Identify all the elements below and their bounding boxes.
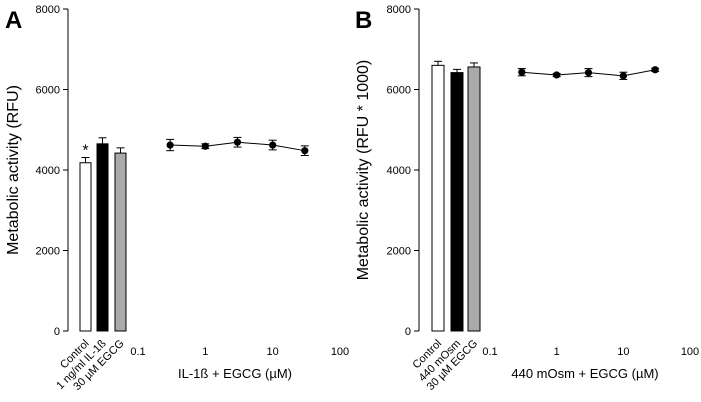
data-point [651, 66, 659, 74]
y-tick-label: 8000 [387, 4, 411, 16]
x-tick-label: 10 [617, 346, 629, 358]
panel-b: B 0 2000 4000 6000 8000 Metabolic activity (RF… [355, 4, 699, 393]
x-tick-label: 0.1 [482, 346, 497, 358]
bar [96, 143, 109, 332]
data-point [584, 68, 593, 77]
y-tick-label: 6000 [387, 85, 411, 97]
data-point [201, 142, 209, 150]
x-tick-label: 1 [554, 346, 560, 358]
y-axis-label: Metabolic activity (RFU * 1000) [355, 60, 372, 281]
bar [450, 72, 464, 332]
x-axis-label: 440 mOsm + EGCG (µM) [511, 366, 658, 381]
y-axis-label: Metabolic activity (RFU) [5, 85, 22, 255]
y-tick-label: 2000 [387, 246, 411, 258]
x-tick-label: 10 [267, 346, 279, 358]
panel-label: A [5, 7, 22, 34]
significance-asterisk: * [82, 143, 88, 160]
data-point [269, 141, 277, 149]
bar [431, 64, 445, 332]
bar [467, 66, 481, 332]
x-tick-label: 1 [202, 346, 208, 358]
x-tick-label: 100 [331, 346, 349, 358]
data-point [301, 147, 309, 155]
y-tick-label: 0 [54, 326, 60, 338]
data-point [619, 72, 627, 80]
y-tick-label: 6000 [36, 85, 60, 97]
panel-a: A 0 2000 4000 6000 8000 Metabolic activity (RF… [5, 4, 349, 393]
data-point [553, 71, 561, 79]
y-tick-label: 0 [405, 326, 411, 338]
y-tick-label: 2000 [36, 246, 60, 258]
x-tick-label: 100 [681, 346, 699, 358]
y-tick-label: 4000 [387, 165, 411, 177]
y-tick-label: 8000 [36, 4, 60, 16]
x-tick-label: 0.1 [130, 346, 145, 358]
bar [114, 152, 127, 332]
bar [79, 162, 92, 332]
data-point [233, 138, 242, 146]
x-axis-label: IL-1ß + EGCG (µM) [178, 366, 292, 381]
data-point [166, 141, 174, 149]
data-point [518, 68, 526, 76]
y-tick-label: 4000 [36, 165, 60, 177]
panel-label: B [355, 7, 372, 34]
